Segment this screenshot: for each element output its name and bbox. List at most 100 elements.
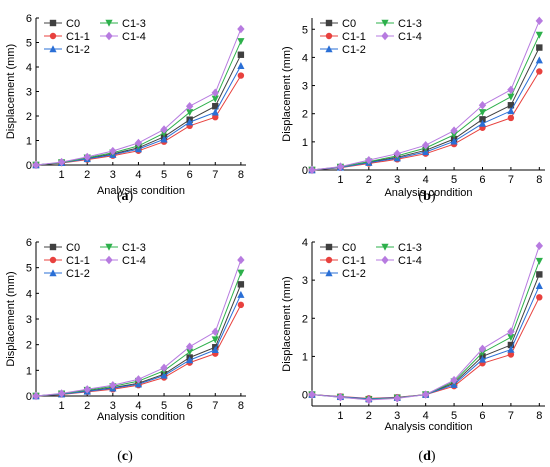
legend-label: C0 — [342, 18, 356, 30]
data-point — [185, 342, 194, 351]
data-point — [536, 271, 543, 278]
panel-a: 0 1 2 3 4 5 6 1 2 3 4 5 6 7 8 Analysis condition Displac… — [5, 13, 246, 204]
y-tick-label: 3 — [302, 81, 308, 93]
y-tick-label: 0 — [26, 391, 32, 403]
data-point — [507, 334, 515, 342]
x-axis-label: Analysis condition — [97, 185, 185, 197]
legend-marker — [325, 32, 333, 40]
data-point — [507, 107, 515, 115]
legend-marker — [325, 19, 333, 27]
x-tick-label: 1 — [337, 174, 343, 186]
data-point — [478, 119, 487, 127]
data-point — [237, 281, 245, 288]
x-tick-label: 7 — [508, 410, 514, 422]
legend-label: C1-4 — [122, 255, 146, 267]
y-axis-label: Displacement (mm) — [281, 46, 293, 141]
series-line — [311, 285, 540, 400]
series-C1-1 — [308, 294, 543, 402]
x-tick-label: 8 — [536, 410, 542, 422]
x-tick-label: 3 — [394, 410, 400, 422]
x-tick-label: 4 — [135, 169, 141, 181]
x-axis-label: Analysis condition — [97, 411, 185, 423]
data-point — [450, 375, 458, 385]
y-axis-label: Displacement (mm) — [281, 276, 293, 371]
x-tick-label: 7 — [212, 169, 218, 181]
series-line — [311, 297, 540, 399]
data-point — [507, 345, 515, 353]
legend-marker — [381, 19, 389, 27]
data-point — [160, 371, 168, 379]
x-tick-label: 4 — [423, 174, 429, 186]
legend-marker — [49, 45, 57, 53]
x-tick-label: 2 — [84, 169, 90, 181]
data-point — [57, 389, 66, 398]
legend-label: C1-4 — [122, 31, 146, 43]
series-C1-1 — [32, 72, 245, 169]
legend-marker — [105, 255, 113, 265]
data-point — [83, 385, 91, 394]
panel-label: (c) — [117, 449, 133, 464]
data-point — [160, 363, 168, 372]
data-point — [308, 165, 316, 175]
legend-label: C0 — [66, 18, 80, 30]
data-point — [393, 149, 401, 158]
x-tick-label: 6 — [187, 400, 193, 412]
data-point — [421, 141, 430, 150]
x-tick-label: 5 — [451, 174, 457, 186]
x-axis-label: Analysis condition — [384, 187, 472, 199]
x-tick-label: 3 — [110, 169, 116, 181]
data-point — [308, 390, 316, 399]
data-point — [160, 135, 168, 143]
y-tick-label: 0 — [302, 165, 308, 177]
legend-marker — [49, 269, 57, 277]
x-tick-label: 7 — [212, 400, 218, 412]
x-tick-label: 1 — [59, 400, 65, 412]
x-tick-label: 8 — [536, 174, 542, 186]
legend-label: C1-2 — [342, 44, 366, 56]
y-tick-label: 4 — [26, 288, 32, 300]
y-tick-label: 1 — [302, 351, 308, 363]
data-point — [237, 301, 245, 309]
data-point — [237, 38, 245, 46]
data-point — [536, 68, 543, 75]
y-tick-label: 3 — [26, 314, 32, 326]
panel-label: (a) — [117, 189, 134, 204]
legend-marker — [49, 32, 57, 40]
data-point — [134, 138, 143, 148]
y-tick-label: 0 — [26, 160, 32, 172]
x-tick-label: 2 — [366, 410, 372, 422]
panel-d: 0 1 2 3 4 1 2 3 4 5 6 7 8 Analysis condition Displacem… — [281, 237, 545, 464]
series-C1-4 — [308, 16, 544, 175]
data-point — [450, 126, 458, 135]
y-tick-label: 6 — [26, 237, 32, 249]
x-tick-label: 5 — [451, 410, 457, 422]
x-tick-label: 5 — [161, 169, 167, 181]
data-point — [211, 108, 219, 116]
legend-label: C1-4 — [398, 255, 422, 267]
data-point — [450, 137, 458, 145]
data-point — [535, 31, 543, 39]
y-tick-label: 3 — [26, 87, 32, 99]
data-point — [237, 24, 245, 34]
data-point — [211, 95, 219, 103]
legend-label: C1-1 — [342, 31, 366, 43]
data-point — [507, 85, 515, 94]
series-C1-4 — [32, 255, 245, 401]
y-tick-label: 1 — [26, 365, 32, 377]
data-point — [478, 101, 487, 110]
data-point — [211, 327, 219, 337]
legend-marker — [49, 256, 57, 264]
legend-label: C1-2 — [342, 268, 366, 280]
data-point — [478, 344, 487, 353]
y-tick-label: 0 — [302, 390, 308, 402]
data-point — [507, 114, 515, 122]
y-tick-label: 1 — [26, 136, 32, 148]
data-point — [212, 114, 219, 121]
data-point — [507, 102, 515, 109]
legend-label: C1-4 — [398, 31, 422, 43]
legend-label: C1-3 — [398, 18, 422, 30]
x-tick-label: 6 — [479, 174, 485, 186]
